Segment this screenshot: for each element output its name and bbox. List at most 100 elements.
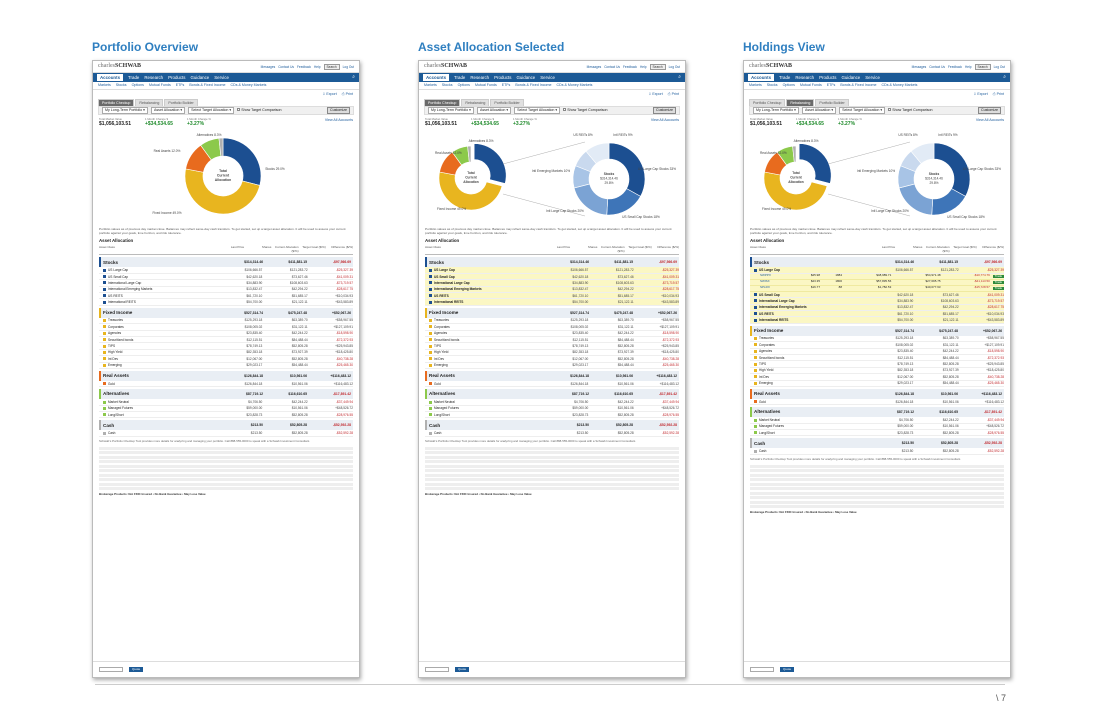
asset-group-row[interactable]: Fixed Income $527,314.74 $475,247.48 +$52,0… — [99, 307, 353, 318]
subnav-item[interactable]: Bonds & Fixed Income — [189, 83, 226, 88]
target-select[interactable]: Select Target Allocation ▾ — [514, 107, 561, 114]
asset-class-row[interactable]: Emerging $29,023.17 $54,488.44 -$25,465.30 — [99, 363, 353, 369]
subnav-item[interactable]: ETFs — [826, 83, 836, 88]
view-all-accounts-link[interactable]: View All Accounts — [650, 118, 679, 122]
asset-class-row[interactable]: Gold $126,844.18 $10,561.06 +$116,483.12 — [425, 381, 679, 388]
asset-group-row[interactable]: Real Assets $126,844.18 $10,561.06 +$116,48… — [425, 370, 679, 381]
print-link[interactable]: ⎙ Print — [992, 92, 1004, 97]
show-target-toggle[interactable]: Show Target Comparison — [888, 108, 933, 112]
top-link-messages[interactable]: Messages — [586, 64, 602, 69]
top-link-feedback[interactable]: Feedback — [947, 64, 962, 69]
quote-input[interactable] — [425, 667, 449, 672]
asset-group-row[interactable]: Fixed Income $527,314.74 $475,247.48 +$52,0… — [425, 307, 679, 318]
nav-item-service[interactable]: Service — [540, 74, 555, 80]
subnav-item[interactable]: Options — [782, 83, 795, 88]
asset-class-row[interactable]: US Small Cap $42,620.18 $73,627.46 -$41,009… — [750, 291, 1004, 299]
quote-input[interactable] — [99, 667, 123, 672]
view-select[interactable]: Asset Allocation ▾ — [150, 107, 186, 114]
tab-portfolio-checkup[interactable]: Portfolio Checkup — [424, 98, 461, 106]
quote-button[interactable]: Quote — [455, 666, 470, 673]
checkbox[interactable] — [888, 108, 892, 112]
asset-group-row[interactable]: Alternatives $87,719.12 $116,610.65 -$17,89… — [425, 389, 679, 400]
nav-item-products[interactable]: Products — [819, 74, 837, 80]
asset-group-row[interactable]: Stocks $314,314.46 $411,881.15 -$97,566.69 — [99, 257, 353, 268]
logout-link[interactable]: Log Out — [342, 64, 354, 69]
nav-item-accounts[interactable]: Accounts — [748, 73, 775, 82]
asset-class-row[interactable]: Int Dev $12,067.00 $52,805.28 -$40,738.28 — [750, 374, 1004, 381]
subnav-item[interactable]: Bonds & Fixed Income — [515, 83, 552, 88]
target-select[interactable]: Select Target Allocation ▾ — [839, 107, 886, 114]
asset-class-row[interactable]: Treasuries $125,293.18 $63,389.70 +$58,967.… — [99, 318, 353, 325]
asset-class-row[interactable]: Int Dev $12,067.00 $52,805.28 -$40,738.28 — [425, 356, 679, 363]
nav-item-guidance[interactable]: Guidance — [190, 74, 210, 80]
asset-group-row[interactable]: Alternatives $87,719.12 $116,610.65 -$17,89… — [99, 389, 353, 400]
subnav-item[interactable]: CDs & Money Markets — [230, 83, 267, 88]
asset-class-row[interactable]: Securitized bonds $12,115.51 $84,488.44 -$7… — [750, 355, 1004, 362]
asset-class-row[interactable]: International Emerging Markets $13,832.47… — [425, 286, 679, 294]
asset-class-row[interactable]: High Yield $82,353.18 $73,927.39 +$18,425.8… — [750, 368, 1004, 375]
checkbox[interactable] — [237, 108, 241, 112]
asset-group-row[interactable]: Real Assets $126,844.18 $10,561.06 +$116,48… — [99, 370, 353, 381]
asset-group-row[interactable]: Stocks $314,314.46 $411,881.15 -$97,566.69 — [750, 257, 1004, 268]
subnav-item[interactable]: CDs & Money Markets — [881, 83, 918, 88]
search-button[interactable]: Search — [649, 63, 666, 70]
asset-class-row[interactable]: TIPS $78,749.13 $52,805.28 +$25,943.85 — [99, 343, 353, 350]
show-target-toggle[interactable]: Show Target Comparison — [563, 108, 608, 112]
tab-portfolio-builder[interactable]: Portfolio Builder — [490, 98, 524, 106]
top-link-feedback[interactable]: Feedback — [296, 64, 311, 69]
subnav-item[interactable]: Stocks — [441, 83, 453, 88]
asset-class-row[interactable]: US Large Cap $106,666.57 $121,283.72 -$25,3… — [99, 267, 353, 274]
subnav-item[interactable]: Markets — [424, 83, 437, 88]
customize-button[interactable]: Customize — [978, 107, 1001, 114]
portfolio-select[interactable]: My Long-Term Portfolio ▾ — [102, 107, 148, 114]
asset-class-row[interactable]: International Large Cap $34,883.90 $108,60… — [99, 280, 353, 287]
asset-group-row[interactable]: Alternatives $87,719.12 $116,610.65 -$17,89… — [750, 407, 1004, 418]
checkbox[interactable] — [563, 108, 567, 112]
nav-item-products[interactable]: Products — [494, 74, 512, 80]
holding-row[interactable]: SPLRX $16.77 88 $1,782.53 $40,077.63 -$15,728… — [750, 286, 1004, 292]
search-icon[interactable]: ⌕ — [678, 74, 681, 81]
nav-item-service[interactable]: Service — [214, 74, 229, 80]
asset-class-row[interactable]: TIPS $78,749.13 $52,805.28 +$25,943.85 — [750, 361, 1004, 368]
top-link-help[interactable]: Help — [639, 64, 647, 69]
logout-link[interactable]: Log Out — [668, 64, 680, 69]
export-link[interactable]: ⇩ Export — [973, 92, 988, 97]
asset-class-row[interactable]: Securitized bonds $12,115.51 $84,488.44 -$7… — [425, 337, 679, 344]
asset-class-row[interactable]: Int Dev $12,067.00 $52,805.28 -$40,738.28 — [99, 356, 353, 363]
nav-item-guidance[interactable]: Guidance — [841, 74, 861, 80]
asset-class-row[interactable]: Securitized bonds $12,115.51 $84,488.44 -$7… — [99, 337, 353, 344]
asset-class-row[interactable]: Agencies $23,835.40 $42,244.22 -$18,598.90 — [425, 331, 679, 337]
nav-item-accounts[interactable]: Accounts — [423, 73, 450, 82]
asset-class-row[interactable]: Cash $213.50 $52,805.28 -$52,592.28 — [425, 430, 679, 437]
asset-class-row[interactable]: High Yield $82,353.18 $73,927.39 +$18,425.8… — [425, 350, 679, 357]
asset-class-row[interactable]: US REITS $61,720.10 $51,685.17 +$10,034.93 — [750, 311, 1004, 318]
quote-input[interactable] — [750, 667, 774, 672]
top-link-contact-us[interactable]: Contact Us — [929, 64, 945, 69]
search-button[interactable]: Search — [323, 63, 340, 70]
subnav-item[interactable]: Stocks — [115, 83, 127, 88]
asset-class-row[interactable]: US REITS $61,720.10 $51,685.17 +$10,034.93 — [425, 293, 679, 300]
quote-button[interactable]: Quote — [129, 666, 144, 673]
top-link-contact-us[interactable]: Contact Us — [604, 64, 620, 69]
nav-item-trade[interactable]: Trade — [454, 74, 466, 80]
asset-class-row[interactable]: Corporates $108,005.02 $31,122.11 +$127,109… — [99, 324, 353, 331]
holding-row[interactable]: SWPPX $25.98 1884 $48,989.71 $54,971.48 -$10,… — [750, 274, 1004, 280]
top-link-feedback[interactable]: Feedback — [622, 64, 637, 69]
show-target-toggle[interactable]: Show Target Comparison — [237, 108, 282, 112]
asset-class-row[interactable]: US Large Cap $106,666.57 $121,283.72 -$25,3… — [425, 267, 679, 274]
asset-class-row[interactable]: Corporates $108,005.02 $31,122.11 +$127,109… — [425, 324, 679, 331]
view-select[interactable]: Asset Allocation ▾ — [801, 107, 837, 114]
trade-button[interactable]: Trade — [992, 285, 1004, 291]
subnav-item[interactable]: ETFs — [175, 83, 185, 88]
tab-rebalancing[interactable]: Rebalancing — [461, 98, 490, 106]
logout-link[interactable]: Log Out — [993, 64, 1005, 69]
asset-class-row[interactable]: Agencies $23,835.40 $42,244.22 -$18,598.90 — [750, 349, 1004, 355]
asset-class-row[interactable]: International Emerging Markets $13,832.47… — [99, 287, 353, 294]
search-button[interactable]: Search — [974, 63, 991, 70]
print-link[interactable]: ⎙ Print — [667, 92, 679, 97]
asset-class-row[interactable]: US Small Cap $42,620.18 $73,627.46 -$41,009… — [425, 273, 679, 281]
nav-item-accounts[interactable]: Accounts — [97, 73, 124, 82]
asset-class-row[interactable]: TIPS $78,749.13 $52,805.28 +$25,943.85 — [425, 343, 679, 350]
asset-class-row[interactable]: Managed Futures $59,000.00 $10,561.06 +$48,… — [750, 424, 1004, 431]
asset-class-row[interactable]: International REITS $54,700.00 $21,122.11 +… — [425, 299, 679, 306]
